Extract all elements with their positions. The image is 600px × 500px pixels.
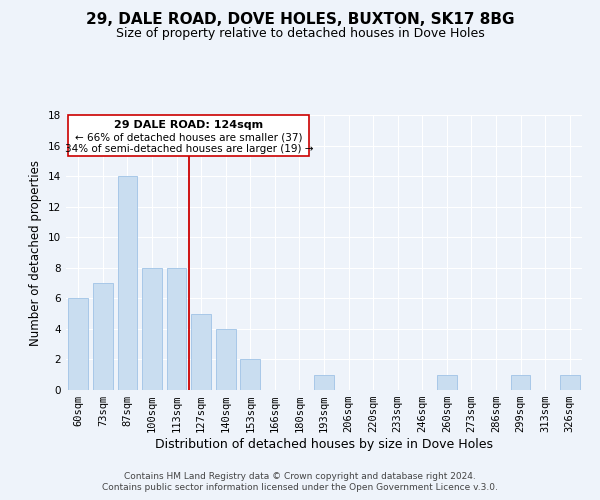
Bar — [560, 374, 580, 390]
Text: 29 DALE ROAD: 124sqm: 29 DALE ROAD: 124sqm — [114, 120, 263, 130]
Text: 34% of semi-detached houses are larger (19) →: 34% of semi-detached houses are larger (… — [65, 144, 313, 154]
Bar — [191, 314, 211, 390]
Text: 29, DALE ROAD, DOVE HOLES, BUXTON, SK17 8BG: 29, DALE ROAD, DOVE HOLES, BUXTON, SK17 … — [86, 12, 514, 28]
Text: Size of property relative to detached houses in Dove Holes: Size of property relative to detached ho… — [116, 28, 484, 40]
Bar — [68, 298, 88, 390]
Y-axis label: Number of detached properties: Number of detached properties — [29, 160, 43, 346]
Bar — [241, 360, 260, 390]
Bar — [216, 329, 236, 390]
Bar — [167, 268, 187, 390]
Bar — [314, 374, 334, 390]
Bar — [142, 268, 162, 390]
Bar — [93, 283, 113, 390]
FancyBboxPatch shape — [68, 115, 309, 156]
X-axis label: Distribution of detached houses by size in Dove Holes: Distribution of detached houses by size … — [155, 438, 493, 451]
Text: Contains HM Land Registry data © Crown copyright and database right 2024.: Contains HM Land Registry data © Crown c… — [124, 472, 476, 481]
Bar — [118, 176, 137, 390]
Text: Contains public sector information licensed under the Open Government Licence v.: Contains public sector information licen… — [102, 484, 498, 492]
Bar — [511, 374, 530, 390]
Bar — [437, 374, 457, 390]
Text: ← 66% of detached houses are smaller (37): ← 66% of detached houses are smaller (37… — [75, 132, 302, 142]
